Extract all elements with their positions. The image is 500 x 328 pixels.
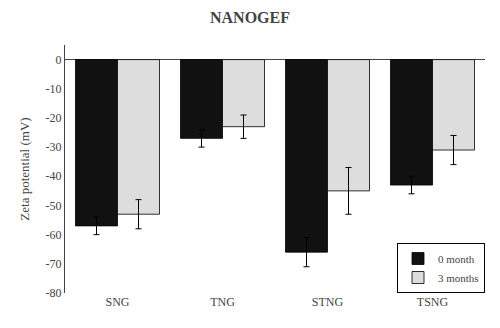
svg-text:-10: -10 <box>46 82 62 96</box>
svg-text:NANOGEF: NANOGEF <box>210 9 290 26</box>
svg-text:-80: -80 <box>46 286 62 300</box>
svg-text:TNG: TNG <box>210 295 235 309</box>
svg-text:-20: -20 <box>46 111 62 125</box>
svg-text:-70: -70 <box>46 257 62 271</box>
svg-text:-60: -60 <box>46 228 62 242</box>
svg-text:SNG: SNG <box>105 295 129 309</box>
svg-text:-50: -50 <box>46 199 62 213</box>
svg-text:Zeta potential (mV): Zeta potential (mV) <box>17 117 32 220</box>
svg-text:0 month: 0 month <box>438 253 475 265</box>
svg-text:-40: -40 <box>46 169 62 183</box>
svg-text:3 months: 3 months <box>438 272 479 284</box>
svg-text:STNG: STNG <box>312 295 344 309</box>
svg-text:-30: -30 <box>46 140 62 154</box>
svg-text:TSNG: TSNG <box>417 295 449 309</box>
svg-text:0: 0 <box>56 53 62 67</box>
